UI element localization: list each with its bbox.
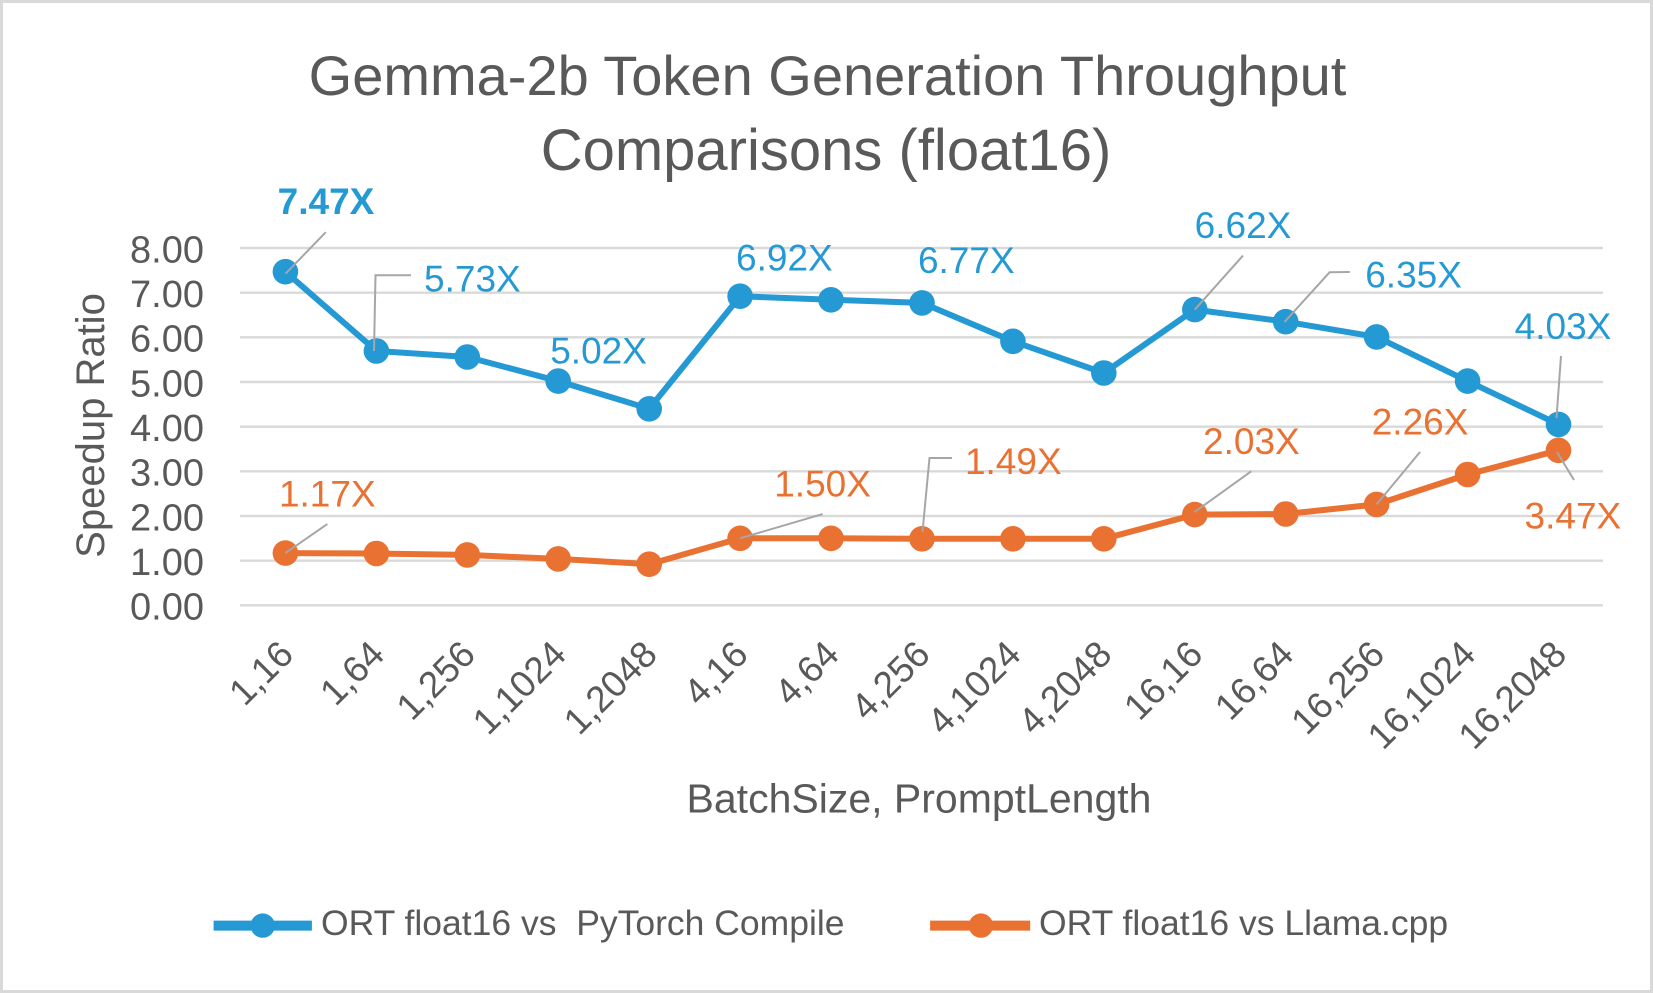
svg-text:6.62X: 6.62X	[1195, 205, 1292, 246]
svg-text:Comparisons (float16): Comparisons (float16)	[541, 118, 1112, 183]
svg-text:4.00: 4.00	[130, 408, 204, 450]
svg-text:0.00: 0.00	[130, 587, 204, 629]
svg-text:7.00: 7.00	[130, 274, 204, 316]
svg-text:6.77X: 6.77X	[918, 240, 1015, 281]
svg-text:6.00: 6.00	[130, 319, 204, 361]
svg-text:1.00: 1.00	[130, 542, 204, 584]
svg-text:BatchSize, PromptLength: BatchSize, PromptLength	[687, 775, 1152, 821]
svg-text:1.49X: 1.49X	[965, 441, 1062, 482]
svg-text:6.35X: 6.35X	[1365, 254, 1462, 295]
svg-text:3.00: 3.00	[130, 453, 204, 495]
svg-text:5.00: 5.00	[130, 363, 204, 405]
svg-text:5.73X: 5.73X	[424, 258, 521, 299]
svg-text:ORT float16 vs Llama.cpp: ORT float16 vs Llama.cpp	[1039, 903, 1448, 943]
svg-text:3.47X: 3.47X	[1525, 496, 1622, 537]
svg-text:1.50X: 1.50X	[774, 464, 871, 505]
svg-text:8.00: 8.00	[130, 229, 204, 271]
svg-text:4.03X: 4.03X	[1515, 306, 1612, 347]
svg-text:6.92X: 6.92X	[736, 238, 833, 279]
svg-text:5.02X: 5.02X	[550, 331, 647, 372]
svg-text:ORT float16 vs PyTorch Compil: ORT float16 vs PyTorch Compile	[321, 903, 845, 943]
svg-text:Speedup Ratio: Speedup Ratio	[69, 293, 113, 558]
svg-text:Gemma-2b Token Generation Thro: Gemma-2b Token Generation Throughput	[309, 44, 1347, 107]
svg-text:1.17X: 1.17X	[279, 474, 376, 515]
svg-text:7.47X: 7.47X	[278, 181, 375, 222]
svg-text:2.03X: 2.03X	[1203, 421, 1300, 462]
svg-text:2.00: 2.00	[130, 497, 204, 539]
svg-text:2.26X: 2.26X	[1372, 401, 1469, 442]
